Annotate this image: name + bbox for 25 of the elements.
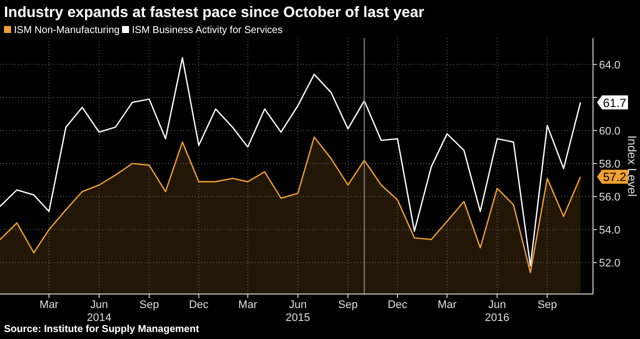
data-label: 57.2 [603, 170, 627, 184]
x-tick-label: Jun 2015 [286, 299, 310, 324]
y-tick-label: 56.0 [599, 192, 620, 204]
y-tick-label: 64.0 [599, 59, 620, 72]
y-tick-label: 54.0 [599, 224, 620, 237]
x-tick-label: Sep [338, 299, 358, 311]
legend-label: ISM Business Activity for Services [132, 25, 283, 36]
x-tick-label: Jun 2014 [86, 299, 112, 324]
x-tick-label: Sep [139, 299, 159, 311]
source-note: Source: Institute for Supply Management [4, 324, 200, 335]
x-tick-label: Sep [537, 299, 558, 311]
legend-label: ISM Non-Manufacturing [14, 25, 120, 36]
x-tick-label: Mar [238, 299, 258, 311]
x-tick-label: Dec [188, 299, 210, 311]
x-tick-label: Jun 2016 [484, 299, 510, 324]
data-label: 61.7 [603, 96, 627, 110]
y-tick-label: 58.0 [599, 158, 620, 171]
x-tick-label: Mar [40, 299, 59, 311]
x-tick-label: Mar [438, 299, 457, 311]
y-tick-label: 52.0 [599, 258, 620, 270]
y-axis-title: Index Level [625, 135, 639, 197]
x-tick-label: Dec [388, 299, 408, 311]
y-tick-label: 60.0 [599, 125, 620, 138]
chart-title: Industry expands at fastest pace since October of last year [4, 4, 424, 21]
line-series [0, 57, 582, 267]
